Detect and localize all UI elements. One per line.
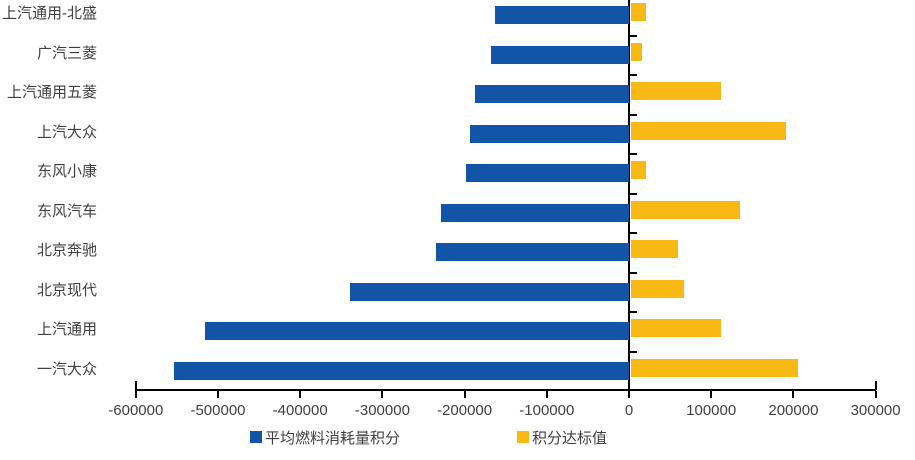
bar-fuel-consumption-credit bbox=[475, 85, 629, 104]
y-axis-tick bbox=[630, 153, 637, 156]
bar-credit-target bbox=[631, 121, 787, 140]
bar-fuel-consumption-credit bbox=[435, 243, 629, 262]
x-axis-tick-label: -500000 bbox=[190, 402, 246, 419]
x-axis-tick bbox=[874, 391, 877, 398]
category-label: 上汽通用五菱 bbox=[6, 84, 97, 102]
x-axis-line bbox=[135, 389, 876, 391]
bar-credit-target bbox=[631, 82, 722, 101]
bar-fuel-consumption-credit bbox=[174, 361, 629, 380]
x-axis-endcap bbox=[874, 381, 877, 390]
y-axis-tick bbox=[630, 113, 637, 116]
x-axis-tick bbox=[381, 391, 384, 398]
category-label: 上汽通用-北盛 bbox=[2, 5, 97, 22]
x-axis-endcap bbox=[134, 381, 137, 390]
legend-item-credit-target: 积分达标值 bbox=[517, 428, 608, 447]
x-axis-tick-label: -400000 bbox=[272, 402, 328, 419]
bar-fuel-consumption-credit bbox=[440, 203, 629, 222]
bar-fuel-consumption-credit bbox=[495, 6, 629, 24]
category-label: 北京奔驰 bbox=[36, 242, 97, 260]
category-label: 北京现代 bbox=[36, 281, 97, 299]
category-label: 上汽大众 bbox=[36, 123, 97, 141]
bar-fuel-consumption-credit bbox=[349, 282, 629, 301]
x-axis-tick bbox=[134, 391, 137, 398]
x-axis-tick-label: -100000 bbox=[519, 402, 575, 419]
category-label: 广汽三菱 bbox=[36, 44, 97, 62]
category-label: 东风汽车 bbox=[36, 202, 97, 220]
y-axis-tick bbox=[630, 74, 637, 77]
x-axis-tick-label: -600000 bbox=[108, 402, 164, 419]
bar-credit-target bbox=[631, 279, 685, 298]
x-axis-tick bbox=[217, 391, 219, 398]
bar-fuel-consumption-credit bbox=[470, 124, 629, 143]
bar-credit-target bbox=[631, 3, 646, 21]
category-label: 一汽大众 bbox=[36, 360, 97, 378]
x-axis-tick bbox=[545, 391, 548, 398]
x-axis-tick bbox=[628, 391, 630, 398]
x-axis-tick bbox=[463, 391, 466, 398]
x-axis-tick bbox=[792, 391, 795, 398]
x-axis-tick-label: -200000 bbox=[437, 402, 493, 419]
legend-swatch-fuel-credit-icon bbox=[250, 431, 262, 443]
legend-label-fuel-credit: 平均燃料消耗量积分 bbox=[265, 429, 401, 447]
legend-swatch-credit-target-icon bbox=[517, 431, 529, 443]
bar-credit-target bbox=[631, 319, 722, 338]
bar-fuel-consumption-credit bbox=[204, 322, 629, 341]
bar-credit-target bbox=[631, 200, 740, 219]
x-axis-tick-label: 200000 bbox=[768, 402, 819, 419]
x-axis-tick-label: 300000 bbox=[850, 402, 901, 419]
x-axis-tick-label: 100000 bbox=[686, 402, 737, 419]
bar-credit-target bbox=[631, 161, 646, 180]
bar-credit-target bbox=[631, 42, 642, 61]
bar-fuel-consumption-credit bbox=[466, 164, 629, 183]
legend-item-fuel-credit: 平均燃料消耗量积分 bbox=[250, 428, 401, 447]
x-axis-tick bbox=[299, 391, 302, 398]
bar-credit-target bbox=[631, 358, 798, 377]
y-axis-tick bbox=[630, 350, 637, 353]
legend-label-credit-target: 积分达标值 bbox=[532, 429, 608, 447]
y-axis-tick bbox=[630, 232, 637, 235]
y-axis-line bbox=[628, 0, 630, 397]
y-axis-tick bbox=[630, 34, 637, 37]
category-label: 东风小康 bbox=[36, 163, 97, 181]
x-axis-tick-label: -300000 bbox=[354, 402, 410, 419]
x-axis-tick-label: 0 bbox=[624, 402, 634, 419]
bar-fuel-consumption-credit bbox=[490, 45, 629, 64]
y-axis-tick bbox=[630, 192, 637, 195]
x-axis-tick bbox=[710, 391, 713, 398]
category-label: 上汽通用 bbox=[36, 321, 97, 339]
y-axis-tick bbox=[630, 271, 637, 274]
y-axis-tick bbox=[630, 311, 637, 314]
bar-credit-target bbox=[631, 240, 678, 259]
